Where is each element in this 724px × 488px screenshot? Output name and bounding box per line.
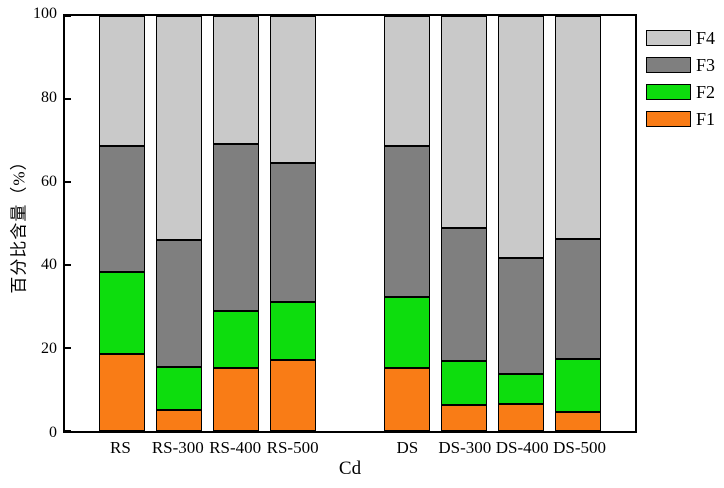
legend-swatch-F3	[646, 57, 691, 73]
y-tick-label: 80	[41, 88, 57, 106]
segment-DS-300-F4	[441, 16, 487, 229]
bar-RS-400	[213, 16, 259, 431]
legend-item-F4: F4	[646, 29, 715, 47]
segment-DS-300-F3	[441, 228, 487, 361]
bar-DS-500	[555, 16, 601, 431]
segment-DS-500-F1	[555, 411, 601, 431]
y-tick-label: 40	[41, 256, 57, 274]
segment-DS-400-F1	[498, 403, 544, 431]
y-tick-mark	[65, 15, 71, 17]
bar-RS-500	[270, 16, 316, 431]
x-tick-label-DS-300: DS-300	[438, 438, 492, 457]
segment-RS-F3	[99, 145, 145, 273]
segment-RS-400-F2	[213, 311, 259, 368]
segment-DS-500-F4	[555, 16, 601, 240]
legend-swatch-F1	[646, 111, 691, 127]
legend-label: F4	[696, 28, 716, 48]
segment-RS-F2	[99, 272, 145, 355]
segment-RS-500-F2	[270, 302, 316, 361]
y-tick-mark	[65, 181, 71, 183]
segment-DS-F1	[384, 367, 430, 431]
x-tick-label-RS-300: RS-300	[151, 438, 204, 457]
segment-RS-300-F1	[156, 410, 202, 431]
legend-item-F2: F2	[646, 83, 715, 101]
segment-RS-400-F4	[213, 16, 259, 144]
segment-RS-500-F3	[270, 163, 316, 303]
segment-RS-F4	[99, 16, 145, 146]
segment-DS-F3	[384, 145, 430, 297]
legend-label: F2	[696, 82, 716, 102]
segment-RS-300-F3	[156, 240, 202, 367]
segment-DS-400-F4	[498, 16, 544, 258]
bar-DS-300	[441, 16, 487, 431]
segment-DS-400-F3	[498, 257, 544, 374]
bar-DS	[384, 16, 430, 431]
bar-RS-300	[156, 16, 202, 431]
bar-DS-400	[498, 16, 544, 431]
y-tick-mark	[65, 264, 71, 266]
segment-RS-400-F1	[213, 367, 259, 431]
y-tick-label: 0	[49, 424, 57, 441]
bar-RS	[99, 16, 145, 431]
segment-RS-300-F2	[156, 366, 202, 411]
y-tick-label: 20	[41, 340, 57, 358]
segment-RS-400-F3	[213, 143, 259, 312]
y-tick-label: 100	[33, 5, 57, 22]
legend-swatch-F4	[646, 30, 691, 46]
segment-DS-300-F1	[441, 405, 487, 431]
segment-RS-F1	[99, 354, 145, 431]
segment-RS-500-F4	[270, 16, 316, 164]
legend-item-F3: F3	[646, 56, 715, 74]
segment-RS-300-F4	[156, 16, 202, 241]
segment-DS-F2	[384, 296, 430, 368]
x-tick-label-RS-400: RS-400	[209, 438, 262, 457]
x-tick-label-DS-400: DS-400	[495, 438, 549, 457]
segment-DS-F4	[384, 16, 430, 146]
legend: F4 F3 F2 F1	[646, 29, 715, 128]
legend-label: F1	[696, 109, 716, 129]
y-tick-mark	[65, 430, 71, 432]
segment-DS-500-F2	[555, 359, 601, 412]
segment-DS-500-F3	[555, 239, 601, 360]
y-tick-label: 60	[41, 172, 57, 190]
segment-DS-400-F2	[498, 373, 544, 404]
x-tick-label-RS-500: RS-500	[266, 438, 319, 457]
segment-RS-500-F1	[270, 360, 316, 431]
x-tick-label-DS: DS	[396, 438, 419, 457]
legend-item-F1: F1	[646, 110, 715, 128]
segment-DS-300-F2	[441, 360, 487, 406]
legend-swatch-F2	[646, 84, 691, 100]
x-axis-title: Cd	[338, 458, 362, 479]
plot-area	[63, 14, 637, 433]
legend-label: F3	[696, 55, 716, 75]
x-tick-label-DS-500: DS-500	[553, 438, 607, 457]
x-tick-label-RS: RS	[109, 438, 131, 457]
y-tick-mark	[65, 98, 71, 100]
y-tick-mark	[65, 347, 71, 349]
